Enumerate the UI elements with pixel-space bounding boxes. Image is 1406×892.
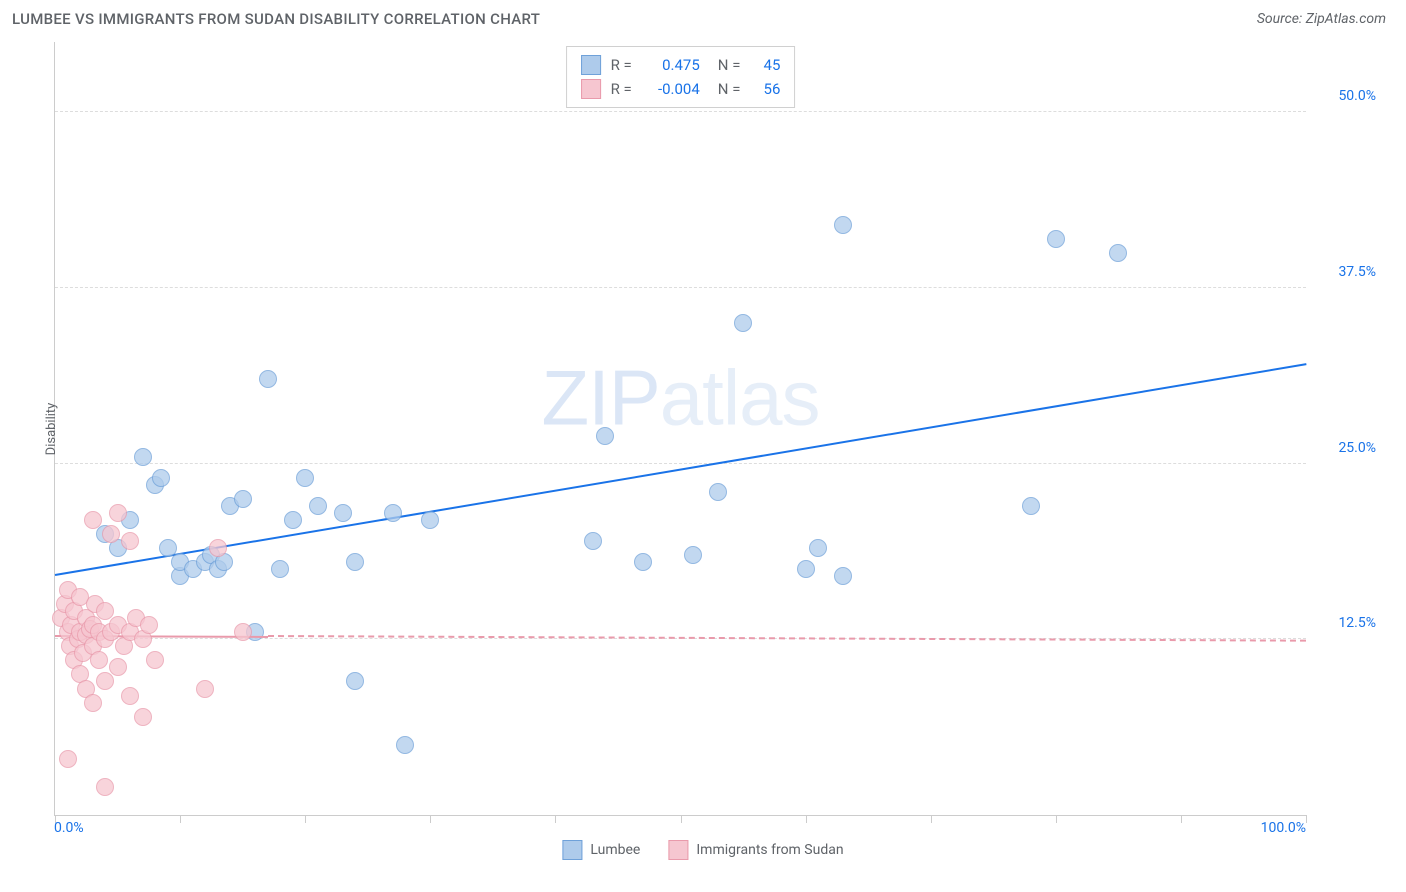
legend-r-value: 0.475 [642, 53, 700, 77]
data-point [140, 616, 158, 634]
data-point [96, 672, 114, 690]
data-point [634, 553, 652, 571]
legend-series-item: Lumbee [562, 840, 640, 860]
data-point [284, 511, 302, 529]
chart-title: LUMBEE VS IMMIGRANTS FROM SUDAN DISABILI… [12, 10, 540, 28]
data-point [734, 314, 752, 332]
data-point [1047, 230, 1065, 248]
x-tick [806, 815, 807, 823]
data-point [121, 687, 139, 705]
legend-series-label: Immigrants from Sudan [696, 842, 843, 858]
data-point [96, 778, 114, 796]
data-point [346, 672, 364, 690]
x-tick [931, 815, 932, 823]
x-axis-max-label: 100.0% [1261, 820, 1306, 836]
legend-n-label: N = [718, 77, 741, 101]
legend-series-item: Immigrants from Sudan [668, 840, 843, 860]
y-tick-label: 25.0% [1316, 440, 1376, 456]
y-axis-label: Disability [44, 402, 59, 455]
legend-series-label: Lumbee [590, 842, 640, 858]
legend-stat-row: R = -0.004 N = 56 [581, 77, 781, 101]
data-point [134, 708, 152, 726]
data-point [196, 680, 214, 698]
data-point [709, 483, 727, 501]
legend-r-label: R = [611, 77, 632, 101]
legend-r-value: -0.004 [642, 77, 700, 101]
y-tick-label: 12.5% [1316, 615, 1376, 631]
data-point [809, 539, 827, 557]
legend-r-label: R = [611, 53, 632, 77]
data-point [684, 546, 702, 564]
data-point [121, 532, 139, 550]
watermark: ZIPatlas [541, 352, 819, 443]
legend-swatch [668, 840, 688, 860]
x-tick [305, 815, 306, 823]
legend-n-value: 45 [750, 53, 780, 77]
data-point [59, 750, 77, 768]
data-point [90, 651, 108, 669]
data-point [797, 560, 815, 578]
data-point [84, 511, 102, 529]
gridline [55, 111, 1306, 112]
data-point [102, 525, 120, 543]
data-point [834, 567, 852, 585]
trend-line [55, 363, 1306, 576]
gridline [55, 287, 1306, 288]
x-tick [430, 815, 431, 823]
x-tick [1181, 815, 1182, 823]
data-point [134, 448, 152, 466]
data-point [584, 532, 602, 550]
data-point [152, 469, 170, 487]
data-point [234, 490, 252, 508]
x-tick [1306, 815, 1307, 823]
data-point [334, 504, 352, 522]
data-point [834, 216, 852, 234]
data-point [346, 553, 364, 571]
data-point [421, 511, 439, 529]
data-point [209, 539, 227, 557]
legend-swatch [581, 79, 601, 99]
x-axis-min-label: 0.0% [54, 820, 84, 836]
legend-series: Lumbee Immigrants from Sudan [562, 840, 843, 860]
source-attribution: Source: ZipAtlas.com [1257, 11, 1386, 27]
legend-swatch [581, 55, 601, 75]
data-point [234, 623, 252, 641]
data-point [596, 427, 614, 445]
data-point [396, 736, 414, 754]
data-point [109, 658, 127, 676]
data-point [309, 497, 327, 515]
legend-swatch [562, 840, 582, 860]
data-point [259, 370, 277, 388]
x-tick [1056, 815, 1057, 823]
x-tick [180, 815, 181, 823]
data-point [1109, 244, 1127, 262]
data-point [146, 651, 164, 669]
y-tick-label: 37.5% [1316, 264, 1376, 280]
data-point [84, 694, 102, 712]
x-tick [555, 815, 556, 823]
legend-stats: R = 0.475 N = 45 R = -0.004 N = 56 [566, 46, 796, 108]
plot-area: ZIPatlas Disability R =0.475N =45R =-0.0… [54, 42, 1306, 816]
chart-container: ZIPatlas Disability R = 0.475 N = 45 R = -0.0… [12, 42, 1394, 872]
legend-n-label: N = [718, 53, 741, 77]
x-tick [681, 815, 682, 823]
data-point [109, 504, 127, 522]
data-point [1022, 497, 1040, 515]
data-point [384, 504, 402, 522]
y-tick-label: 50.0% [1316, 88, 1376, 104]
data-point [296, 469, 314, 487]
legend-stat-row: R = 0.475 N = 45 [581, 53, 781, 77]
gridline [55, 463, 1306, 464]
data-point [271, 560, 289, 578]
legend-n-value: 56 [750, 77, 780, 101]
